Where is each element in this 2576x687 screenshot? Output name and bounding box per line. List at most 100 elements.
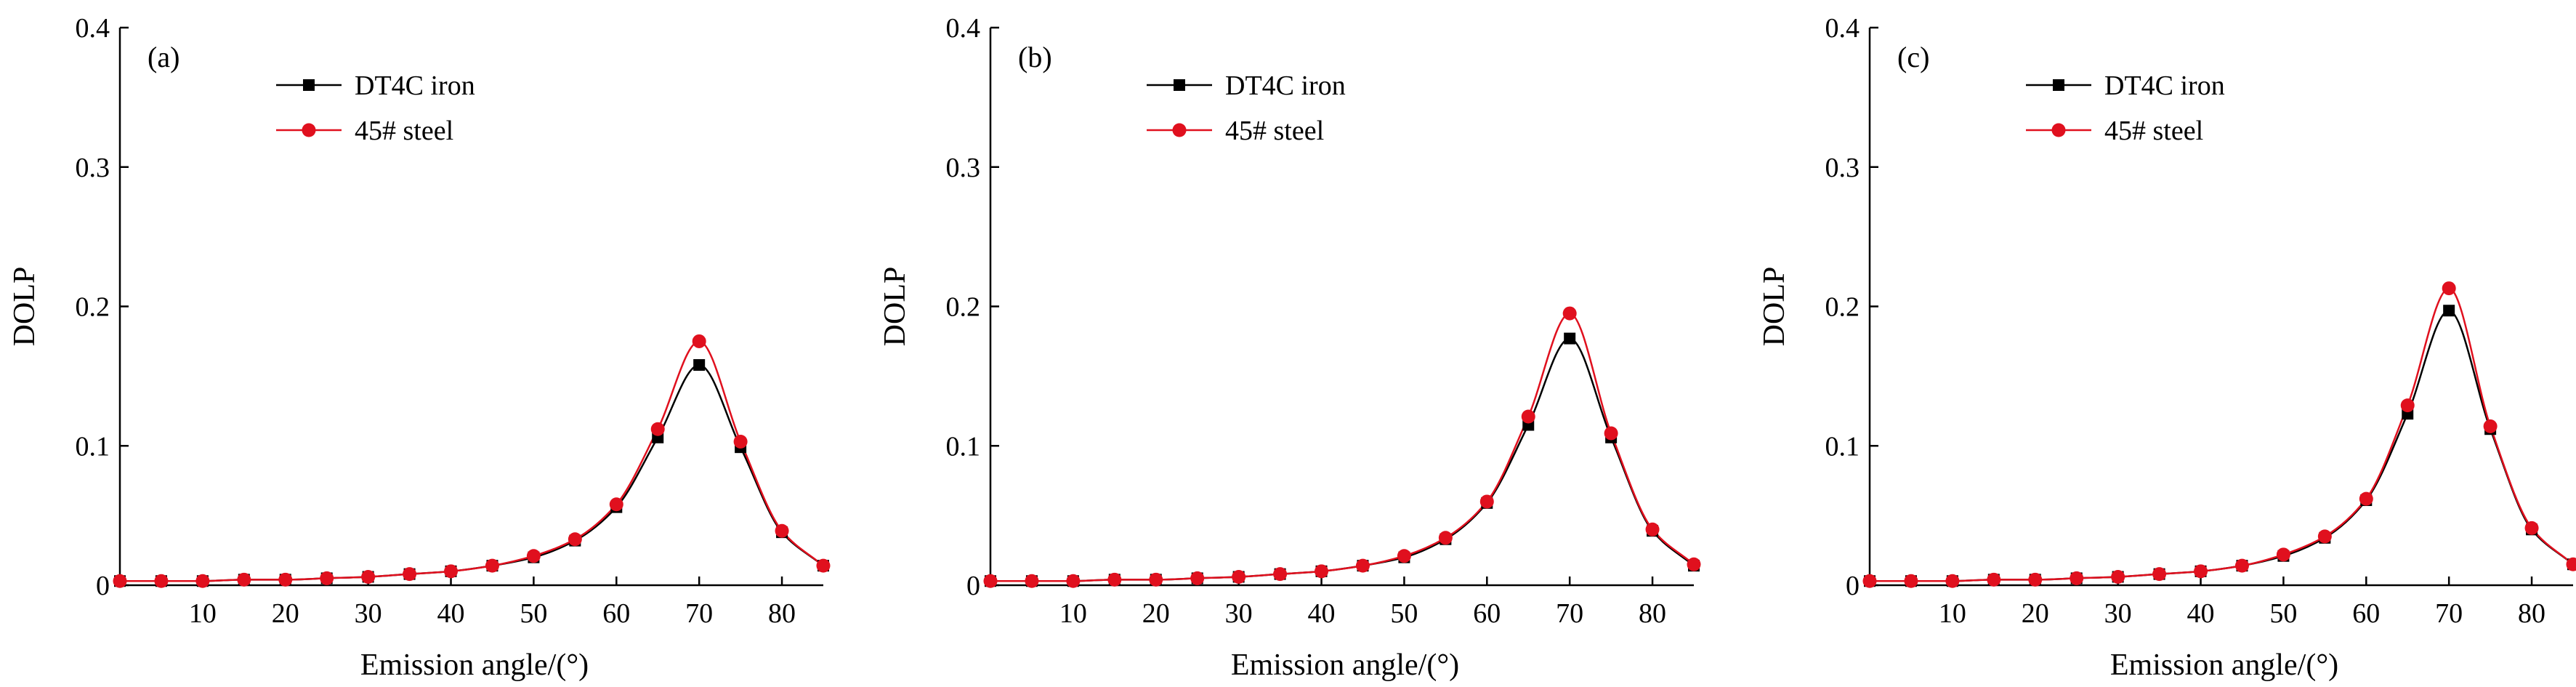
y-tick-label: 0.2 [1825, 292, 1860, 323]
panel-label: (c) [1897, 41, 1929, 73]
data-point [2317, 529, 2332, 544]
y-tick-label: 0.2 [76, 292, 110, 323]
chart-panel-3: 0 0.1 0.2 0.3 0.4 10 20 30 40 50 60 70 80 Emission an… [1758, 13, 2576, 682]
data-point [237, 572, 251, 587]
data-point [568, 532, 582, 547]
data-point [2276, 547, 2290, 562]
data-point [2070, 571, 2084, 585]
data-point [195, 574, 210, 588]
legend-label: 45# steel [1225, 116, 1324, 146]
data-point [2483, 419, 2498, 433]
legend-label: 45# steel [355, 116, 453, 146]
legend-marker [303, 79, 315, 91]
y-tick-label: 0.4 [76, 13, 110, 44]
x-axis-title: Emission angle/(°) [1231, 648, 1459, 682]
x-tick-label: 70 [685, 598, 713, 629]
data-point [1315, 564, 1329, 579]
y-tick-label: 0 [966, 571, 980, 601]
data-point [1397, 549, 1411, 563]
x-tick-label: 80 [768, 598, 796, 629]
data-point [1645, 522, 1660, 537]
x-axis-title: Emission angle/(°) [2110, 648, 2338, 682]
series-line-1 [119, 363, 824, 582]
legend-marker [2051, 123, 2066, 137]
legend-label: DT4C iron [2104, 71, 2225, 101]
y-tick-label: 0.3 [76, 153, 110, 183]
panel-label: (b) [1018, 41, 1052, 73]
series-line-2 [990, 312, 1695, 582]
data-point [2359, 491, 2373, 506]
series-markers-1 [114, 359, 829, 587]
y-tick-label: 0.3 [946, 153, 981, 183]
data-point [1107, 572, 1122, 587]
data-point [1562, 306, 1577, 321]
data-point [1273, 567, 1288, 582]
x-axis-title: Emission angle/(°) [360, 648, 589, 682]
x-tick-label: 40 [1308, 598, 1336, 629]
x-tick-label: 40 [2187, 598, 2215, 629]
series-markers-2 [113, 334, 831, 588]
series-markers-2 [1862, 281, 2576, 588]
data-point [154, 574, 169, 588]
data-point [2111, 569, 2125, 584]
data-point [733, 434, 748, 449]
data-point [1987, 572, 2001, 587]
x-tick-label: 10 [1939, 598, 1966, 629]
data-point [1904, 574, 1918, 588]
data-point [692, 334, 706, 348]
data-point [693, 359, 706, 371]
legend-label: DT4C iron [1225, 71, 1346, 101]
x-tick-label: 60 [602, 598, 630, 629]
data-point [2028, 572, 2043, 587]
data-point [1479, 494, 1494, 509]
x-tick-label: 50 [520, 598, 547, 629]
y-tick-label: 0.1 [946, 431, 981, 462]
y-tick-label: 0.1 [76, 431, 110, 462]
x-tick-label: 20 [272, 598, 299, 629]
data-point [278, 572, 293, 587]
x-tick-label: 50 [2269, 598, 2297, 629]
panel-label: (a) [148, 41, 179, 73]
y-axis-title: DOLP [8, 267, 41, 347]
y-axis-title: DOLP [1758, 267, 1791, 347]
legend-marker [2053, 79, 2064, 91]
data-point [609, 497, 623, 512]
data-point [1945, 574, 1960, 588]
data-point [1862, 574, 1877, 588]
x-tick-label: 10 [1059, 598, 1087, 629]
x-tick-label: 20 [2022, 598, 2049, 629]
data-point [1687, 557, 1701, 571]
y-tick-label: 0.4 [946, 13, 981, 44]
data-point [2566, 557, 2576, 571]
legend-label: 45# steel [2104, 116, 2203, 146]
x-tick-label: 70 [1556, 598, 1583, 629]
data-point [2442, 281, 2456, 296]
data-point [444, 564, 459, 579]
x-tick-label: 80 [2518, 598, 2545, 629]
data-point [403, 567, 417, 582]
legend-marker [1174, 79, 1185, 91]
series-line-2 [119, 340, 824, 582]
chart-panel-2: 0 0.1 0.2 0.3 0.4 10 20 30 40 50 60 70 80 Emission an… [879, 13, 1701, 682]
data-point [1190, 571, 1205, 585]
data-point [1564, 332, 1576, 345]
series-line-1 [1869, 309, 2574, 582]
x-tick-label: 30 [2104, 598, 2132, 629]
data-point [650, 422, 665, 436]
legend: DT4C iron 45# steel [1147, 71, 1346, 146]
data-point [1066, 574, 1081, 588]
data-point [2194, 564, 2208, 579]
y-tick-label: 0.1 [1825, 431, 1860, 462]
chart-panel-1: 0 0.1 0.2 0.3 0.4 10 20 30 40 50 60 70 80 Emission an… [8, 13, 831, 682]
x-tick-label: 70 [2435, 598, 2463, 629]
data-point [816, 558, 831, 573]
series-markers-1 [1864, 305, 2576, 587]
data-point [2152, 567, 2167, 582]
data-point [1025, 574, 1039, 588]
x-tick-label: 30 [1225, 598, 1253, 629]
series-line-1 [990, 337, 1695, 582]
data-point [526, 549, 541, 563]
series-markers-2 [983, 306, 1701, 588]
legend: DT4C iron 45# steel [276, 71, 475, 146]
